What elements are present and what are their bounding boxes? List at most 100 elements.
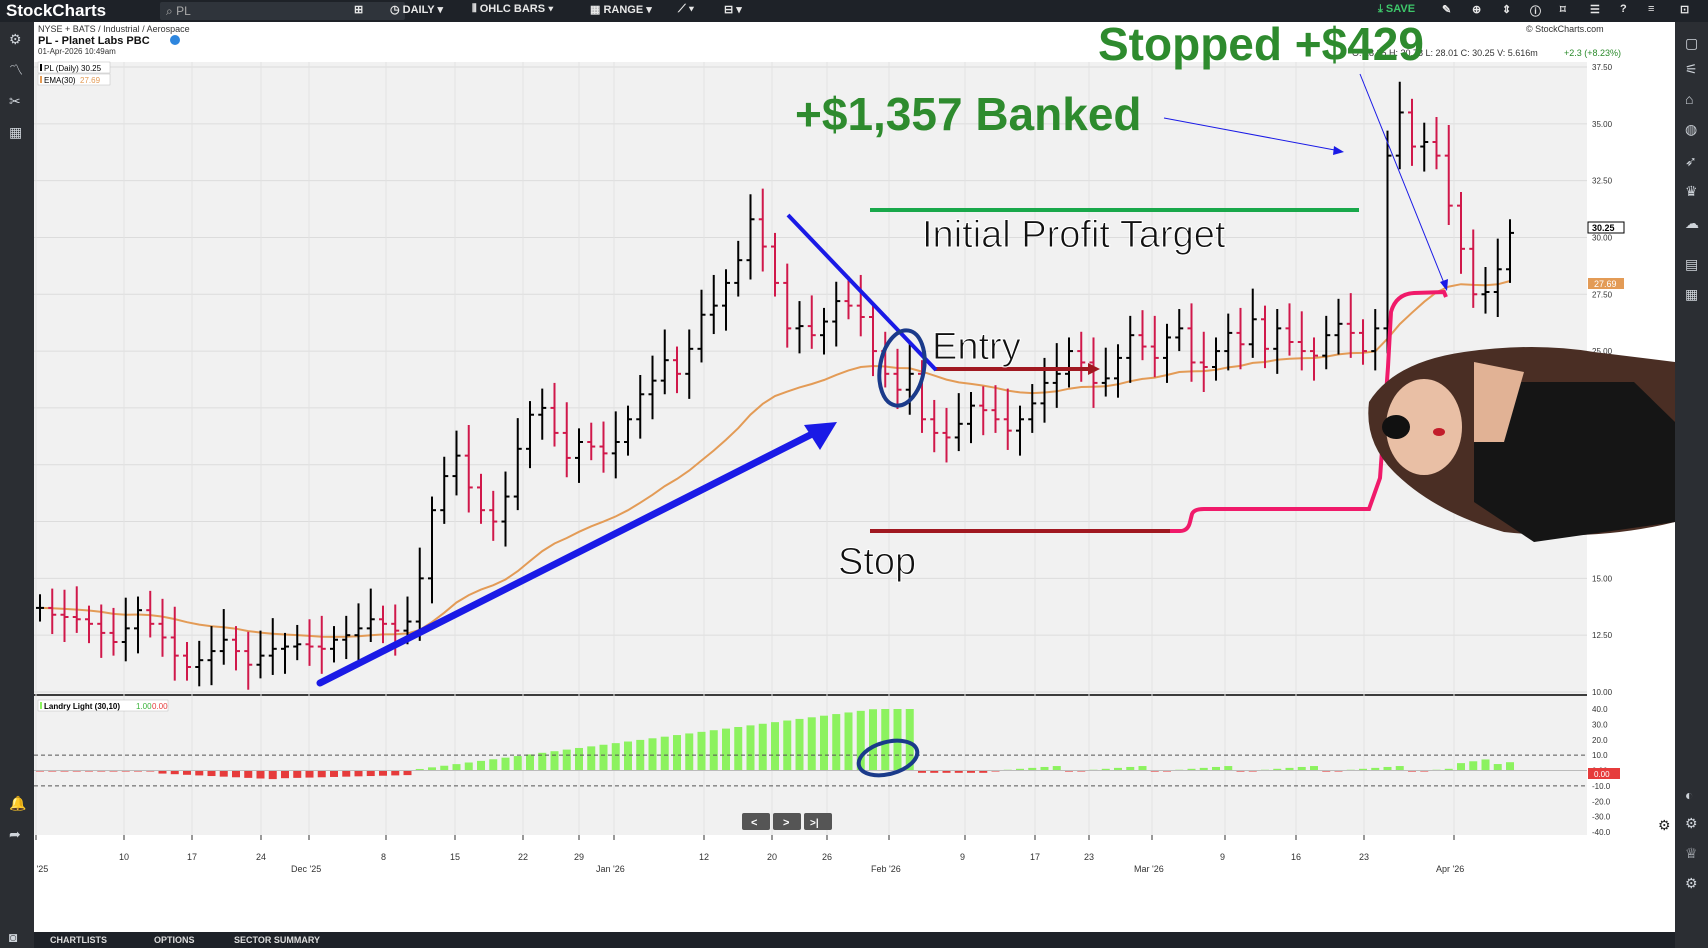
indicator-tick-label: -10.0 xyxy=(1592,782,1611,791)
tools-icon[interactable]: ✂ xyxy=(9,93,21,109)
ohlc-bar xyxy=(1334,298,1343,355)
ohlc-bar xyxy=(342,615,351,660)
indicator-label: Landry Light (30,10) xyxy=(44,702,120,711)
indicator-bar xyxy=(1114,767,1122,771)
indicator-bar xyxy=(587,746,596,771)
list-icon[interactable]: ☰ xyxy=(1590,4,1600,16)
info-icon[interactable]: ⓘ xyxy=(1530,6,1541,18)
indicator-bar xyxy=(207,770,216,777)
indicator-bar xyxy=(1040,766,1049,771)
chart-settings-icon[interactable]: ⚙ xyxy=(1658,817,1671,833)
collapse-icon[interactable]: ⊡ xyxy=(1680,4,1690,16)
sliders-icon[interactable]: ⚟ xyxy=(1685,61,1698,77)
range-dropdown[interactable]: ▦ RANGE ▾ xyxy=(590,4,652,16)
y-tick-label: 37.50 xyxy=(1592,63,1613,72)
tab-sector-summary[interactable]: SECTOR SUMMARY xyxy=(234,935,321,945)
ohlc-bar xyxy=(1199,331,1208,392)
clipboard-icon[interactable]: ▤ xyxy=(1685,256,1699,272)
ohlc-bar xyxy=(1065,337,1073,388)
tab-chartlists[interactable]: CHARTLISTS xyxy=(50,935,107,945)
indicator-tick-label: -30.0 xyxy=(1592,813,1611,822)
overlay-dropdown[interactable]: ⟋ ▾ xyxy=(678,3,695,15)
profit-target-annotation: Initial Profit Target xyxy=(922,214,1226,256)
ohlc-bar xyxy=(1469,229,1478,308)
indicator-bar xyxy=(1457,763,1465,771)
indicator-bar xyxy=(979,770,988,773)
chart-type-dropdown[interactable]: ⫴ OHLC BARS ▾ xyxy=(472,3,554,15)
ohlc-bar xyxy=(538,388,547,440)
share-icon[interactable]: ➦ xyxy=(9,826,21,842)
crown-icon[interactable]: ♕ xyxy=(1685,845,1698,861)
indicator-bar xyxy=(256,770,265,779)
indicator-bar xyxy=(1371,767,1380,771)
crosshair-icon[interactable]: ⊕ xyxy=(1472,4,1482,16)
add-chart-button[interactable]: ⊞ xyxy=(354,4,364,16)
line-chart-icon[interactable]: 〽 xyxy=(9,62,23,78)
indicator-bar xyxy=(1150,770,1159,772)
ohlc-bar xyxy=(293,624,302,661)
search-icon: ⌕ xyxy=(166,4,177,18)
globe-icon[interactable]: ◍ xyxy=(1685,121,1698,137)
change-value: +2.3 (+8.23%) xyxy=(1564,48,1621,58)
ohlc-bar xyxy=(771,232,779,297)
x-tick-label: 17 xyxy=(1030,852,1040,862)
color-icon[interactable]: ◐ xyxy=(1685,787,1694,803)
trophy-icon[interactable]: ♛ xyxy=(1685,183,1698,199)
price-plot-area xyxy=(34,62,1587,695)
indicator-tick-label: -40.0 xyxy=(1592,828,1611,837)
indicator-bar xyxy=(1395,766,1404,771)
settings-bottom-icon[interactable]: ⚙ xyxy=(1685,875,1698,891)
save-button[interactable]: ⤓ SAVE xyxy=(1378,3,1416,15)
indicator-bar xyxy=(1297,766,1306,771)
bank-icon[interactable]: ⌂ xyxy=(1685,91,1694,107)
indicator-bar xyxy=(501,757,510,771)
add-symbol-icon[interactable] xyxy=(170,35,180,45)
tab-options[interactable]: OPTIONS xyxy=(154,935,195,945)
grid-icon[interactable]: ▦ xyxy=(9,124,23,140)
bookmark-icon[interactable]: ⌑ xyxy=(1560,4,1566,16)
help-icon[interactable]: ? xyxy=(1620,3,1627,15)
menu-icon[interactable]: ≡ xyxy=(1648,3,1655,15)
ohlc-bar xyxy=(967,392,975,444)
indicator-bar xyxy=(746,725,755,771)
rocket-icon[interactable]: ➶ xyxy=(1685,153,1697,169)
symbol-search-input[interactable]: ⌕ PL xyxy=(160,2,405,20)
x-tick-label: 22 xyxy=(518,852,528,862)
period-dropdown[interactable]: ◷ DAILY ▾ xyxy=(390,4,444,16)
indicator-bar xyxy=(832,714,841,771)
top-toolbar: StockCharts ⌕ PL ⊞ ◷ DAILY ▾ ⫴ OHLC BARS… xyxy=(0,0,1708,22)
bell-icon[interactable]: 🔔 xyxy=(9,795,27,811)
indicator-bar xyxy=(575,747,583,771)
nav-next-button[interactable] xyxy=(773,813,801,830)
cloud-icon[interactable]: ☁ xyxy=(1685,215,1699,231)
stockcharts-logo: StockCharts xyxy=(6,1,107,20)
ohlc-bar xyxy=(183,642,191,681)
ohlc-bar xyxy=(795,301,804,354)
nav-end-button[interactable] xyxy=(804,813,832,830)
layout-dropdown[interactable]: ⊟ ▾ xyxy=(724,4,742,16)
indicator-bar xyxy=(550,751,559,771)
price-chart[interactable]: 37.5035.0032.5030.0027.5025.0022.5020.00… xyxy=(18,18,1675,932)
indicator-bar xyxy=(1493,764,1502,771)
indicator-bar xyxy=(1481,759,1490,771)
indicator-bar xyxy=(244,770,253,778)
camera-icon[interactable]: ◙ xyxy=(9,929,18,945)
x-tick-label: Jan '26 xyxy=(596,864,625,874)
indicator-bar xyxy=(734,726,743,771)
gear-icon[interactable]: ⚙ xyxy=(1685,815,1698,831)
settings-icon[interactable]: ⚙ xyxy=(9,31,22,47)
indicator-bar xyxy=(1444,768,1453,771)
indicator-bar xyxy=(1383,766,1392,771)
x-tick-label: 10 xyxy=(119,852,129,862)
indicator-tick-label: 20.0 xyxy=(1592,736,1608,745)
ohlc-bar xyxy=(1163,323,1171,383)
apps-icon[interactable]: ▦ xyxy=(1685,286,1699,302)
indicator-bar xyxy=(648,738,657,771)
pin-icon[interactable]: ⇕ xyxy=(1502,4,1512,16)
draw-icon[interactable]: ✎ xyxy=(1442,4,1452,16)
ohlc-bar xyxy=(1297,311,1306,371)
indicator-bar xyxy=(415,768,424,771)
indicator-bar xyxy=(918,770,926,773)
nav-prev-button[interactable] xyxy=(742,813,770,830)
panel-icon[interactable]: ▢ xyxy=(1685,35,1699,51)
